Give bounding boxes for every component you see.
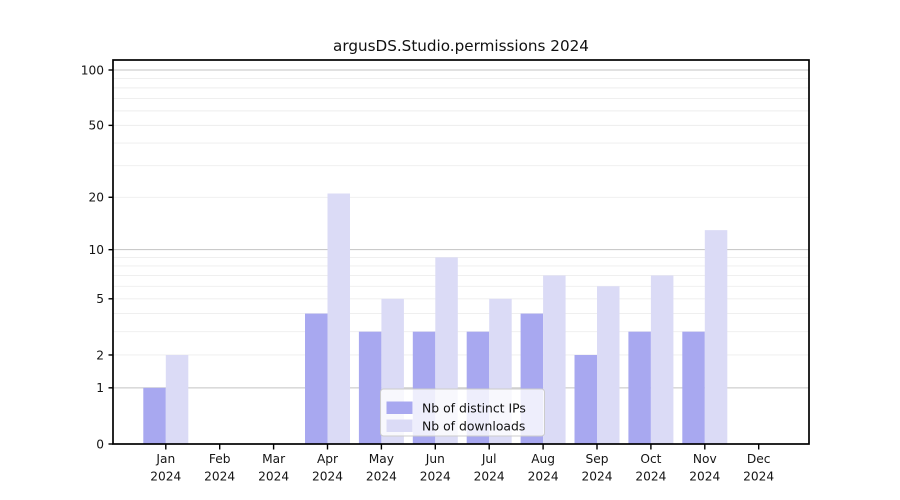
y-tick-label-20: 20 xyxy=(88,191,104,205)
y-tick-label-2: 2 xyxy=(96,348,104,362)
bar-downloads-Apr xyxy=(327,193,350,444)
y-tick-label-5: 5 xyxy=(96,292,104,306)
x-tick-label-year-Jan: 2024 xyxy=(150,470,181,484)
x-tick-label-month-Dec: Dec xyxy=(747,452,771,466)
legend-swatch-ips xyxy=(386,401,413,414)
y-tick-label-50: 50 xyxy=(88,119,104,133)
legend-label-downloads: Nb of downloads xyxy=(422,419,525,434)
x-tick-label-year-Feb: 2024 xyxy=(204,470,235,484)
x-tick-label-month-Jul: Jul xyxy=(481,452,497,466)
x-tick-label-month-Aug: Aug xyxy=(531,452,555,466)
x-tick-label-year-Oct: 2024 xyxy=(635,470,666,484)
bar-ips-May xyxy=(358,331,382,444)
bar-downloads-Sep xyxy=(597,286,620,444)
x-tick-label-year-May: 2024 xyxy=(366,470,397,484)
y-tick-label-0: 0 xyxy=(96,437,104,451)
bar-downloads-Oct xyxy=(650,275,674,444)
bar-downloads-Aug xyxy=(543,275,566,444)
x-tick-label-year-Sep: 2024 xyxy=(581,470,612,484)
x-tick-label-year-Apr: 2024 xyxy=(312,470,343,484)
bar-downloads-Nov xyxy=(704,230,728,444)
x-axis-ticks: Jan 2024 Feb 2024 Mar 2024 Apr 2024 May 2024 Jun 20… xyxy=(150,444,774,484)
x-tick-label-month-Sep: Sep xyxy=(586,452,609,466)
x-tick-label-month-Mar: Mar xyxy=(262,452,286,466)
x-tick-label-month-Jun: Jun xyxy=(425,452,445,466)
y-tick-label-10: 10 xyxy=(88,243,104,257)
x-tick-label-month-Nov: Nov xyxy=(693,452,717,466)
x-tick-label-year-Jun: 2024 xyxy=(420,470,451,484)
x-tick-label-month-Apr: Apr xyxy=(317,452,339,466)
x-tick-label-month-Jan: Jan xyxy=(155,452,175,466)
bar-ips-Sep xyxy=(574,354,597,444)
x-tick-label-month-May: May xyxy=(369,452,394,466)
bar-ips-Nov xyxy=(682,331,705,444)
bar-downloads-Jan xyxy=(165,354,189,444)
y-tick-label-1: 1 xyxy=(96,381,104,395)
chart-title: argusDS.Studio.permissions 2024 xyxy=(333,37,589,55)
plot-border xyxy=(112,59,810,445)
legend-swatch-downloads xyxy=(386,419,413,432)
x-tick-label-year-Aug: 2024 xyxy=(528,470,559,484)
x-tick-label-month-Oct: Oct xyxy=(640,452,661,466)
bar-ips-Apr xyxy=(305,313,328,444)
y-axis-ticks: 0 1 2 5 10 20 50 100 xyxy=(81,63,113,451)
y-tick-label-100: 100 xyxy=(81,63,104,77)
x-tick-label-year-Jul: 2024 xyxy=(474,470,505,484)
bar-ips-Jan xyxy=(143,387,166,444)
x-tick-label-year-Nov: 2024 xyxy=(689,470,720,484)
legend-box xyxy=(380,388,545,437)
x-tick-label-year-Mar: 2024 xyxy=(258,470,289,484)
legend-label-ips: Nb of distinct IPs xyxy=(422,401,526,416)
x-tick-label-year-Dec: 2024 xyxy=(743,470,774,484)
legend: Nb of distinct IPs Nb of downloads xyxy=(380,388,545,437)
x-tick-label-month-Feb: Feb xyxy=(209,452,231,466)
minor-gridlines xyxy=(113,77,809,356)
bar-ips-Oct xyxy=(628,331,651,444)
